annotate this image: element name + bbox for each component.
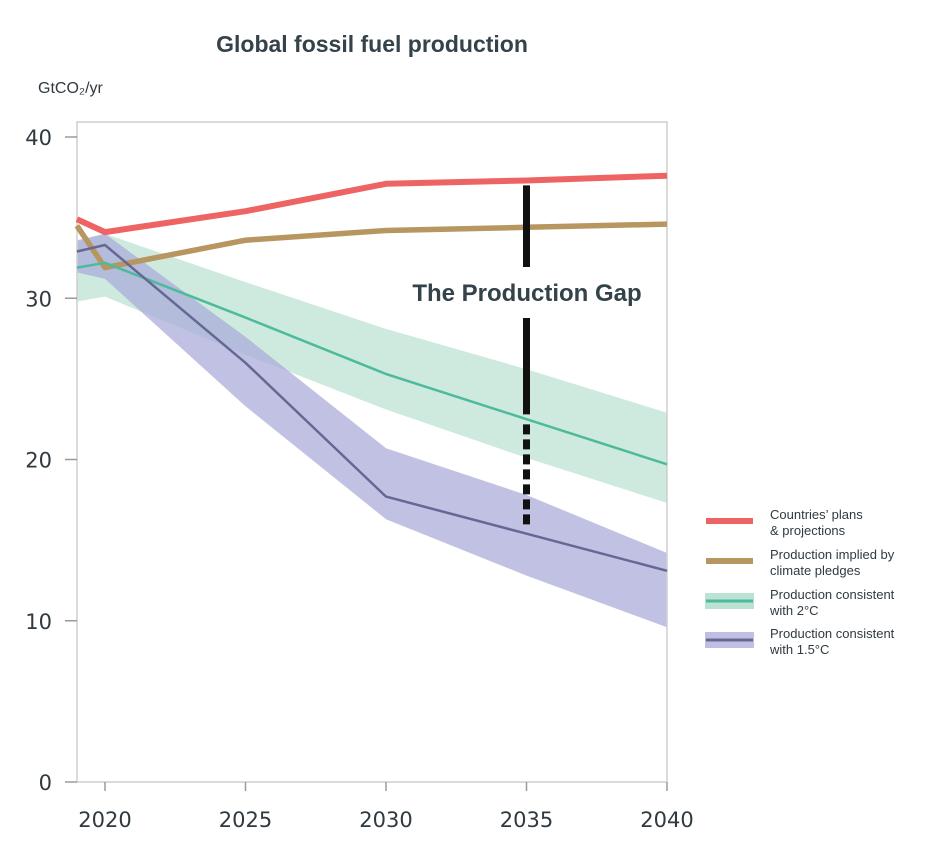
y-tick-label-10: 10 xyxy=(25,610,52,634)
band-one_five_deg xyxy=(76,233,667,628)
x-tick-label-2040: 2040 xyxy=(640,808,693,832)
line-pledges xyxy=(74,221,668,271)
production-gap-label: The Production Gap xyxy=(412,280,641,307)
series-lines xyxy=(74,172,668,573)
x-axis-ticks: 2020 2025 2030 2035 2040 xyxy=(78,782,694,832)
legend: Countries’ plans& projections Production … xyxy=(705,507,895,657)
y-axis-unit-label: GtCO₂/yr xyxy=(38,80,104,97)
y-tick-label-40: 40 xyxy=(25,126,52,150)
legend-label-plans-1: & projections xyxy=(770,523,846,538)
plot-frame xyxy=(76,121,668,783)
y-tick-label-0: 0 xyxy=(39,771,52,795)
legend-label-pledges-0: Production implied by xyxy=(770,547,895,562)
x-tick-label-2020: 2020 xyxy=(78,808,131,832)
legend-label-one_five_deg-0: Production consistent xyxy=(770,626,895,641)
y-tick-label-30: 30 xyxy=(25,287,52,311)
y-tick-label-20: 20 xyxy=(25,449,52,473)
legend-label-two_deg-1: with 2°C xyxy=(769,603,819,618)
legend-label-pledges-1: climate pledges xyxy=(770,563,861,578)
chart-title: Global fossil fuel production xyxy=(216,31,528,57)
line-one_five_deg xyxy=(76,243,668,573)
line-two_deg xyxy=(76,261,668,466)
y-axis-ticks: 0 10 20 30 40 xyxy=(25,126,77,795)
x-tick-label-2030: 2030 xyxy=(359,808,412,832)
plot-border xyxy=(76,121,668,783)
x-tick-label-2025: 2025 xyxy=(219,808,272,832)
x-tick-label-2035: 2035 xyxy=(500,808,553,832)
line-plans xyxy=(75,172,668,236)
legend-label-plans-0: Countries’ plans xyxy=(770,507,863,522)
legend-label-two_deg-0: Production consistent xyxy=(770,587,895,602)
legend-label-one_five_deg-1: with 1.5°C xyxy=(769,642,829,657)
